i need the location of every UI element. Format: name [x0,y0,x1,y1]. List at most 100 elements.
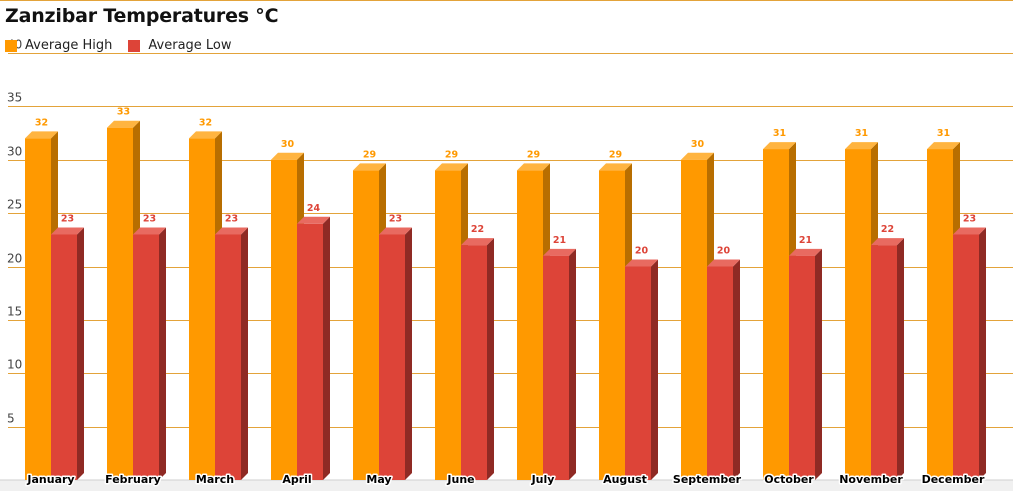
x-tick-label-september: September [673,473,742,486]
y-tick-label-35: 35 [7,91,22,105]
bar-side-low-december [979,227,986,480]
data-label-high-june: 29 [445,149,458,160]
bar-high-july [517,170,543,481]
y-tick-label-10: 10 [7,358,22,372]
bar-low-april [297,223,323,481]
data-label-low-november: 22 [881,224,894,235]
data-label-high-may: 29 [363,149,376,160]
bar-top-high-march [189,131,222,139]
x-tick-label-june: June [446,473,474,486]
data-label-high-january: 32 [35,117,48,128]
x-tick-label-july: July [531,473,555,486]
data-label-low-october: 21 [799,235,812,246]
legend-swatch-high [5,39,17,52]
bar-low-october [789,255,815,480]
bar-low-june [461,245,487,480]
bar-top-low-february [133,227,166,235]
bar-side-low-july [569,248,576,480]
bar-top-low-april [297,216,330,224]
bar-side-low-may [405,227,412,480]
x-tick-label-may: May [366,473,391,486]
bar-side-low-june [487,238,494,480]
bar-low-september [707,266,733,480]
data-label-low-march: 23 [225,213,238,224]
bar-low-february [133,234,159,480]
data-label-low-december: 23 [963,213,976,224]
bar-high-january [25,138,51,480]
bar-low-january [51,234,77,480]
bar-top-low-june [461,238,494,246]
data-label-high-august: 29 [609,149,622,160]
bar-high-february [107,127,133,480]
y-tick-label-25: 25 [7,198,22,212]
data-label-high-november: 31 [855,128,868,139]
bar-top-high-june [435,163,468,171]
bar-top-high-november [845,142,878,150]
data-label-high-march: 32 [199,117,212,128]
bar-low-december [953,234,979,480]
x-tick-label-december: December [922,473,985,486]
bar-low-may [379,234,405,480]
x-tick-label-march: March [196,473,234,486]
legend-item-low[interactable]: Average Low [128,38,232,53]
data-label-low-february: 23 [143,213,156,224]
y-tick-label-30: 30 [7,145,22,159]
bar-side-low-november [897,238,904,480]
data-label-low-july: 21 [553,235,566,246]
bar-side-low-march [241,227,248,480]
bar-low-july [543,255,569,480]
x-tick-label-august: August [603,473,647,486]
legend-item-high[interactable]: Average High [5,38,112,53]
bar-side-low-april [323,216,330,481]
bar-top-high-april [271,152,304,160]
bar-side-low-august [651,259,658,480]
data-label-low-may: 23 [389,213,402,224]
chart-title: Zanzibar Temperatures °C [5,5,279,27]
bar-low-november [871,245,897,480]
bar-top-high-july [517,163,550,171]
bar-top-high-august [599,163,632,171]
y-tick-label-5: 5 [7,412,15,426]
data-label-low-september: 20 [717,246,731,257]
bar-high-march [189,138,215,480]
data-label-high-july: 29 [527,149,540,160]
bar-top-low-september [707,259,740,267]
bar-high-september [681,159,707,480]
bar-high-october [763,149,789,480]
legend-swatch-low [128,39,141,52]
bar-top-low-november [871,238,904,246]
chart-floor [0,480,1013,491]
bar-top-low-march [215,227,248,235]
data-label-high-september: 30 [691,139,705,150]
bar-top-low-october [789,248,822,256]
bar-top-high-december [927,142,960,150]
bar-top-high-february [107,120,140,128]
bar-top-low-august [625,259,658,267]
data-label-high-february: 33 [117,107,130,118]
legend: Average High Average Low [5,38,248,53]
legend-label-high: Average High [25,38,113,53]
bar-top-high-october [763,142,796,150]
bar-low-march [215,234,241,480]
bar-top-low-december [953,227,986,235]
bar-side-low-february [159,227,166,480]
y-tick-label-20: 20 [7,252,22,266]
data-label-low-june: 22 [471,224,484,235]
bar-high-december [927,149,953,480]
bar-top-high-january [25,131,58,139]
data-label-low-august: 20 [635,246,649,257]
x-tick-label-october: October [764,473,814,486]
bar-low-august [625,266,651,480]
legend-label-low: Average Low [148,38,232,53]
top-border [0,0,1013,1]
bar-high-november [845,149,871,480]
bar-top-high-may [353,163,386,171]
bar-side-low-september [733,259,740,480]
data-label-high-april: 30 [281,139,295,150]
bar-top-low-january [51,227,84,235]
bar-high-april [271,159,297,480]
y-tick-label-15: 15 [7,305,22,319]
data-label-low-january: 23 [61,213,74,224]
x-tick-label-april: April [282,473,311,486]
